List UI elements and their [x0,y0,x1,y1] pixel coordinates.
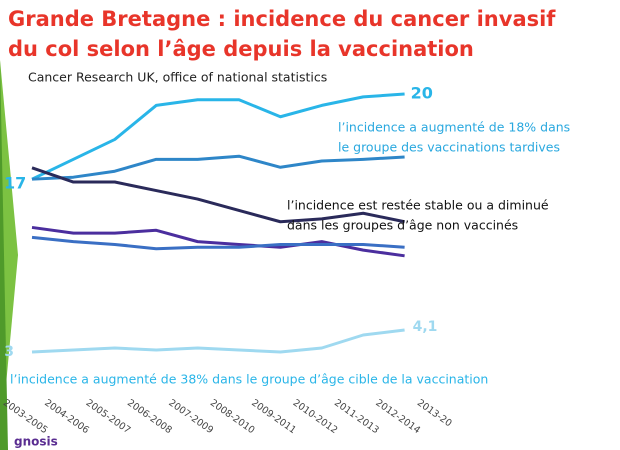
x-tick-label: 2009-2011 [249,397,298,436]
series-line [31,154,405,181]
title-line: du col selon l’âge depuis la vaccination [8,37,474,61]
x-tick-label: 2007-2009 [166,397,215,436]
x-tick-label: 2012-2014 [373,397,422,436]
x-tick-label: 2013-20 [415,397,454,429]
footer-logo: gnosis [14,435,58,449]
series-line [31,92,405,181]
x-tick-label: 2008-2010 [208,397,257,436]
annotation: l’incidence est restée stable ou a dimin… [287,198,549,213]
series-line [31,235,405,251]
data-label: 3 [4,344,14,360]
data-label: 20 [411,84,433,103]
x-tick-label: 2005-2007 [84,397,133,436]
annotation: dans les groupes d’âge non vaccinés [287,218,518,233]
series-line [31,328,405,354]
annotation: l’incidence a augmenté de 18% dans [338,120,570,135]
subtitle: Cancer Research UK, office of national s… [28,70,327,85]
x-tick-label: 2010-2012 [291,397,340,436]
x-tick-label: 2004-2006 [42,397,91,436]
series-line [31,166,405,224]
x-tick-label: 2003-2005 [1,397,50,436]
title-line: Grande Bretagne : incidence du cancer in… [8,7,556,31]
x-tick-label: 2006-2008 [125,397,174,436]
data-label: 4,1 [413,319,438,335]
x-tick-label: 2011-2013 [332,397,381,436]
data-label: 17 [4,174,26,193]
annotation: l’incidence a augmenté de 38% dans le gr… [10,372,488,387]
slide-decoration [0,60,8,450]
annotation: le groupe des vaccinations tardives [338,140,560,155]
